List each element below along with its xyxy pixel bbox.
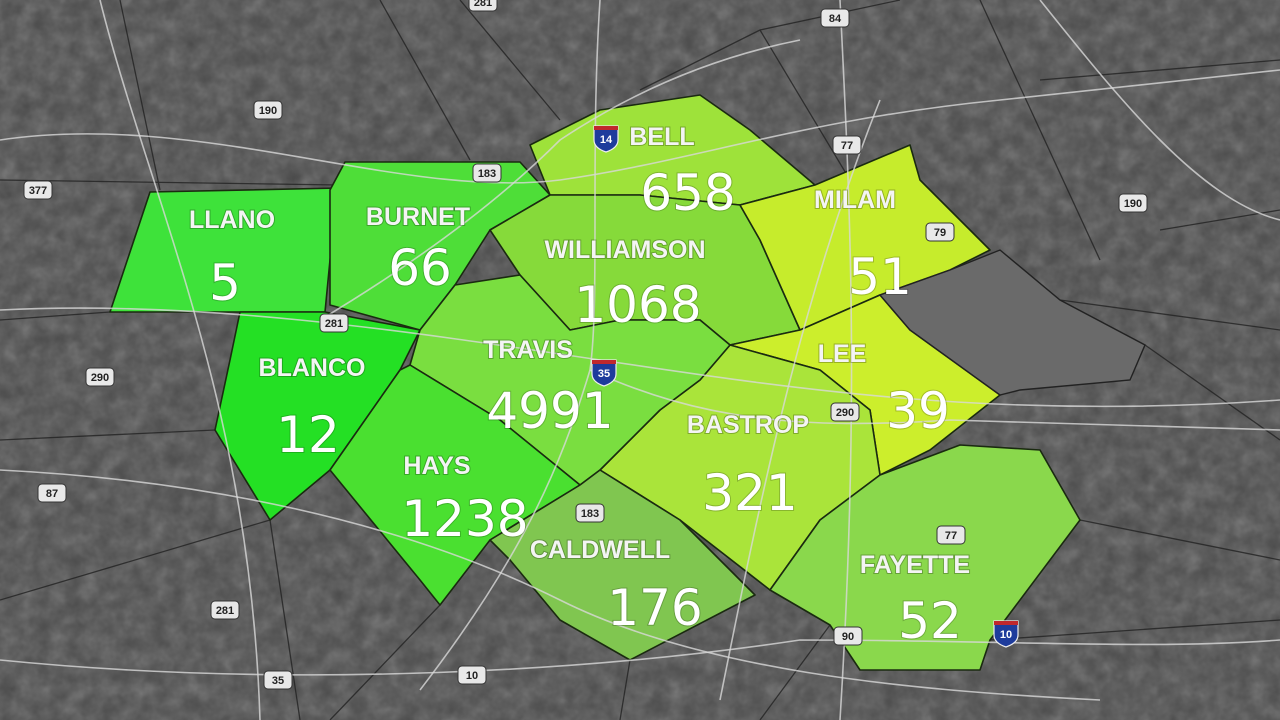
shield-number: 377 (29, 185, 47, 197)
us-highway-shield: 183 (575, 503, 605, 523)
shield-number: 79 (934, 227, 946, 239)
county-labels: LLANO 5 BURNET 66 BELL 658 WILLIAMSON 1068 MILAM… (188, 122, 971, 651)
interstate-shield: 10 (993, 620, 1019, 648)
shield-number: 190 (259, 105, 277, 117)
shield-number: 35 (272, 675, 284, 687)
us-highway-shield: 84 (820, 8, 850, 28)
county-name-label: MILAM (814, 186, 896, 214)
county-case-count: 4991 (486, 382, 613, 440)
us-highway-shield: 290 (85, 367, 115, 387)
county-case-count: 1068 (574, 276, 701, 334)
shield-number: 290 (836, 407, 854, 419)
county-case-count: 51 (848, 248, 912, 306)
us-highway-shield: 190 (1118, 193, 1148, 213)
shield-number: 281 (474, 0, 492, 9)
us-highway-shield: 190 (253, 100, 283, 120)
shield-number: 281 (216, 605, 234, 617)
shield-number: 183 (478, 168, 496, 180)
us-highway-shield: 281 (468, 0, 498, 12)
us-highway-shield: 87 (37, 483, 67, 503)
shield-number: 77 (841, 140, 853, 152)
county-name-label: HAYS (403, 452, 470, 480)
county-case-count: 321 (702, 464, 797, 522)
interstate-shield: 35 (591, 359, 617, 387)
shield-number: 35 (598, 368, 610, 380)
county-name-label: BURNET (366, 203, 470, 231)
county-name-label: CALDWELL (530, 536, 670, 564)
us-highway-shield: 377 (23, 180, 53, 200)
us-highway-shield: 183 (472, 163, 502, 183)
highway-shields: 281 84 190 377 183 77 190 79 281 290 290 87 183 281 35… (23, 0, 1148, 690)
us-highway-shield: 79 (925, 222, 955, 242)
county-case-count: 52 (898, 592, 962, 650)
us-highway-shield: 90 (833, 626, 863, 646)
county-name-label: BLANCO (259, 354, 366, 382)
county-case-count: 66 (388, 239, 452, 297)
shield-number: 190 (1124, 198, 1142, 210)
county-name-label: LEE (818, 340, 867, 368)
shield-number: 10 (466, 670, 478, 682)
county-name-label: FAYETTE (860, 551, 970, 579)
us-highway-shield: 77 (936, 525, 966, 545)
shield-number: 87 (46, 488, 58, 500)
county-case-count: 658 (640, 164, 735, 222)
county-milam[interactable] (739, 144, 991, 331)
county-name-label: WILLIAMSON (544, 236, 705, 264)
county-name-label: TRAVIS (483, 336, 573, 364)
county-llano[interactable] (109, 187, 341, 313)
us-highway-shield: 77 (832, 135, 862, 155)
county-name-label: BELL (629, 123, 694, 151)
shield-number: 84 (829, 13, 842, 25)
counties (109, 94, 1146, 671)
us-highway-shield: 281 (319, 313, 349, 333)
county-case-count: 1238 (401, 490, 528, 548)
shield-number: 10 (1000, 629, 1012, 641)
us-highway-shield: 290 (830, 402, 860, 422)
county-case-count: 176 (607, 579, 702, 637)
county-case-count: 5 (209, 254, 241, 312)
county-name-label: BASTROP (687, 411, 809, 439)
county-case-count: 12 (276, 406, 340, 464)
shield-number: 183 (581, 508, 599, 520)
us-highway-shield: 10 (457, 665, 487, 685)
interstate-shield: 14 (593, 125, 619, 153)
us-highway-shield: 281 (210, 600, 240, 620)
shield-number: 90 (842, 631, 854, 643)
county-burleson-unshaded (878, 249, 1146, 396)
shield-number: 14 (600, 134, 613, 146)
shield-number: 290 (91, 372, 109, 384)
shield-number: 281 (325, 318, 343, 330)
county-case-count: 39 (886, 382, 950, 440)
county-name-label: LLANO (189, 206, 275, 234)
shield-number: 77 (945, 530, 957, 542)
us-highway-shield: 35 (263, 670, 293, 690)
county-fayette[interactable] (769, 444, 1081, 671)
county-hays[interactable] (329, 364, 581, 606)
